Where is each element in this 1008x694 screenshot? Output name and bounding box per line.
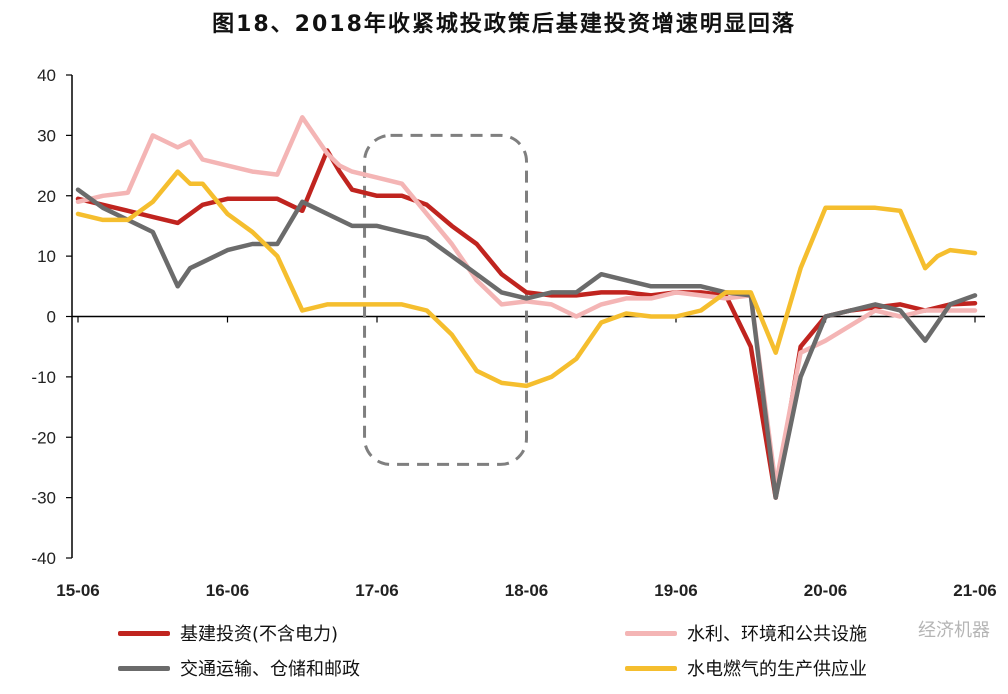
y-tick-label: 40 bbox=[37, 66, 56, 85]
highlight-box bbox=[363, 133, 528, 466]
x-tick-label: 17-06 bbox=[355, 581, 398, 600]
y-axis: 40 30 20 10 0 -10 -20 -30 -40 bbox=[31, 66, 73, 568]
x-tick-label: 19-06 bbox=[654, 581, 697, 600]
y-tick-label: 0 bbox=[47, 308, 56, 327]
y-tick-label: -40 bbox=[31, 549, 56, 568]
y-tick-label: 20 bbox=[37, 187, 56, 206]
legend-swatch bbox=[118, 665, 170, 671]
legend-swatch bbox=[625, 630, 677, 636]
series-line-1 bbox=[75, 115, 978, 488]
legend-item-series-1: 水利、环境和公共设施 bbox=[625, 620, 867, 646]
legend-swatch bbox=[625, 665, 677, 671]
series-lines bbox=[75, 115, 978, 500]
x-tick-label: 18-06 bbox=[505, 581, 548, 600]
chart-title: 图18、2018年收紧城投政策后基建投资增速明显回落 bbox=[212, 12, 796, 37]
x-tick-label: 15-06 bbox=[56, 581, 99, 600]
series-line-3 bbox=[75, 169, 978, 389]
y-tick-label: 10 bbox=[37, 247, 56, 266]
series-line-2 bbox=[75, 187, 978, 500]
legend-item-series-0: 基建投资(不含电力) bbox=[118, 620, 338, 646]
legend-label: 基建投资(不含电力) bbox=[180, 624, 339, 645]
x-tick-label: 20-06 bbox=[804, 581, 847, 600]
y-tick-label: -30 bbox=[31, 489, 56, 508]
legend-label: 交通运输、仓储和邮政 bbox=[180, 659, 360, 680]
legend-label: 水电燃气的生产供应业 bbox=[687, 659, 867, 680]
y-tick-label: -20 bbox=[31, 428, 56, 447]
y-tick-label: -10 bbox=[31, 368, 56, 387]
legend-item-series-3: 水电燃气的生产供应业 bbox=[625, 655, 867, 681]
legend-swatch bbox=[118, 630, 170, 636]
x-tick-label: 21-06 bbox=[953, 581, 996, 600]
y-tick-label: 30 bbox=[37, 126, 56, 145]
watermark: 经济机器 bbox=[918, 620, 990, 641]
legend-item-series-2: 交通运输、仓储和邮政 bbox=[118, 655, 360, 681]
x-tick-label: 16-06 bbox=[206, 581, 249, 600]
legend-label: 水利、环境和公共设施 bbox=[687, 624, 867, 645]
highlight-box-rect bbox=[363, 133, 528, 466]
